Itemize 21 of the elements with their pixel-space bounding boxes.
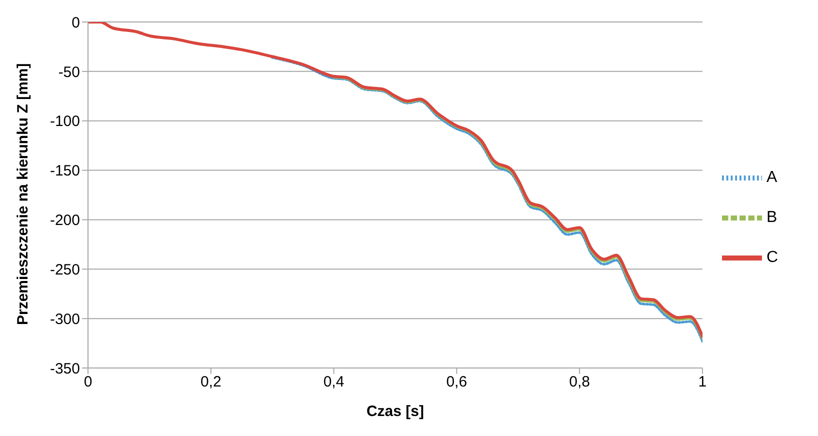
x-tick-label: 0,8: [569, 374, 590, 391]
legend-label: B: [766, 209, 778, 226]
x-tick-label: 1: [698, 374, 707, 391]
y-axis-title: Przemieszczenie na kierunku Z [mm]: [14, 63, 32, 325]
y-tick-label: -50: [58, 64, 80, 81]
line-series: [271, 56, 702, 343]
legend-label: C: [766, 249, 778, 266]
x-tick-label: 0,6: [446, 374, 468, 391]
x-tick-label: 0: [84, 374, 92, 391]
y-tick-label: -150: [50, 162, 80, 180]
x-tick-label: 0,4: [323, 374, 344, 391]
x-axis-title: Czas [s]: [366, 403, 424, 420]
y-tick-label: -300: [50, 310, 80, 328]
y-tick-label: -100: [50, 113, 80, 130]
y-tick-label: -250: [50, 261, 80, 278]
line-series: [332, 76, 702, 340]
legend-label: A: [766, 169, 778, 186]
y-tick-label: 0: [72, 14, 80, 32]
x-tick-label: 0,2: [200, 374, 222, 391]
y-tick-label: -350: [50, 360, 80, 378]
y-tick-label: -200: [50, 212, 80, 230]
